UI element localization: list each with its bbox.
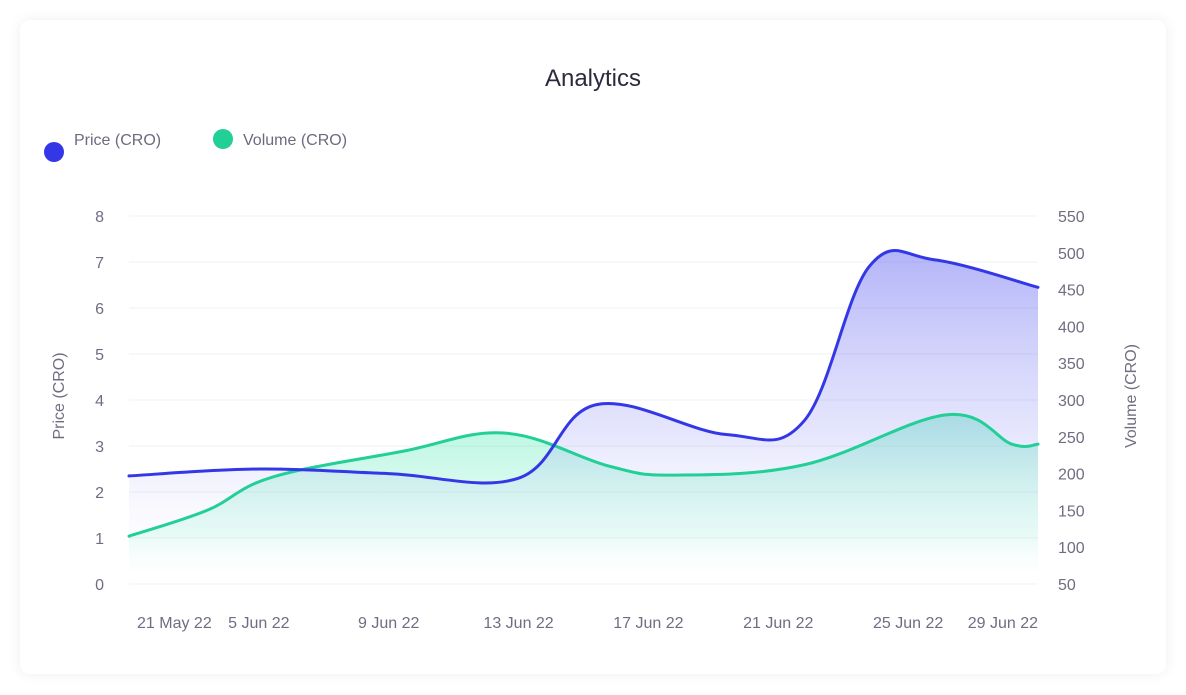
y-left-tick-label: 0: [95, 577, 104, 594]
legend-volume-marker: [213, 129, 233, 149]
y-left-ticks: 0 1 2 3 4 5 6 7 8: [95, 209, 104, 594]
y-left-tick-label: 4: [95, 393, 104, 410]
y-left-tick-label: 2: [95, 485, 104, 502]
y-left-axis-title: Price (CRO): [51, 352, 68, 439]
analytics-chart: Analytics Price (CRO) Volume (CRO) 0 1 2 3 4…: [44, 65, 1140, 632]
y-left-tick-label: 8: [95, 209, 104, 226]
y-right-tick-label: 450: [1058, 283, 1085, 300]
x-tick-label: 21 May 22: [137, 615, 212, 632]
y-right-axis-title: Volume (CRO): [1123, 344, 1140, 448]
y-right-ticks: 50 100 150 200 250 300 350 400 450 500 550: [1058, 209, 1085, 594]
y-left-tick-label: 3: [95, 439, 104, 456]
y-right-tick-label: 100: [1058, 540, 1085, 557]
volume-line[interactable]: [127, 413, 1040, 538]
legend-price-label: Price (CRO): [74, 132, 161, 149]
legend-item-price[interactable]: Price (CRO): [44, 132, 161, 162]
y-right-tick-label: 400: [1058, 319, 1085, 336]
legend: Price (CRO) Volume (CRO): [44, 129, 347, 162]
y-right-tick-label: 350: [1058, 356, 1085, 373]
y-left-tick-label: 7: [95, 255, 104, 272]
legend-volume-label: Volume (CRO): [243, 132, 347, 149]
plot-lines: [127, 249, 1040, 538]
chart-title: Analytics: [545, 65, 641, 92]
y-right-tick-label: 500: [1058, 246, 1085, 263]
y-right-tick-label: 50: [1058, 577, 1076, 594]
y-right-tick-label: 150: [1058, 503, 1085, 520]
y-left-tick-label: 6: [95, 301, 104, 318]
analytics-card: Analytics Price (CRO) Volume (CRO) 0 1 2 3 4…: [20, 20, 1166, 674]
y-right-tick-label: 250: [1058, 430, 1085, 447]
plot-areas: [129, 250, 1038, 585]
y-right-tick-label: 200: [1058, 467, 1085, 484]
y-right-tick-label: 300: [1058, 393, 1085, 410]
x-tick-label: 29 Jun 22: [968, 615, 1038, 632]
x-tick-label: 21 Jun 22: [743, 615, 813, 632]
y-right-tick-label: 550: [1058, 209, 1085, 226]
x-tick-label: 25 Jun 22: [873, 615, 943, 632]
price-area: [129, 250, 1038, 585]
x-tick-label: 5 Jun 22: [228, 615, 289, 632]
y-left-tick-label: 1: [95, 531, 104, 548]
x-tick-label: 17 Jun 22: [613, 615, 683, 632]
legend-item-volume[interactable]: Volume (CRO): [213, 129, 347, 149]
x-tick-label: 9 Jun 22: [358, 615, 419, 632]
legend-price-marker: [44, 142, 64, 162]
x-tick-label: 13 Jun 22: [483, 615, 553, 632]
y-left-tick-label: 5: [95, 347, 104, 364]
price-line[interactable]: [127, 249, 1040, 485]
x-ticks: 21 May 22 5 Jun 22 9 Jun 22 13 Jun 22 17 Jun…: [137, 615, 1038, 632]
